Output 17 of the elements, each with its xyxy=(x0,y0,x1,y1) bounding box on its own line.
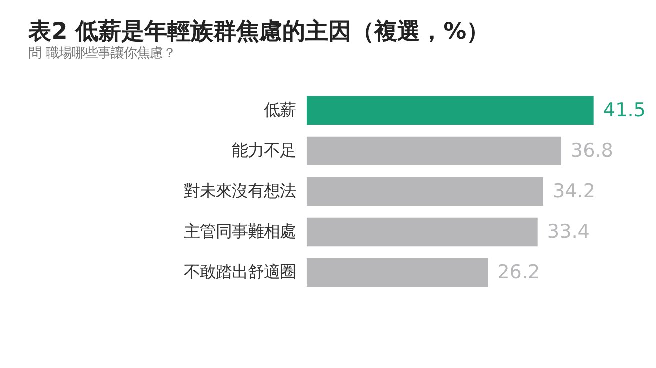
data-label: 34.2 xyxy=(552,179,596,202)
y-tick-label: 能力不足 xyxy=(232,140,296,160)
bar xyxy=(306,258,488,288)
y-tick-label: 不敢踏出舒適圈 xyxy=(184,262,296,282)
data-label: 26.2 xyxy=(498,260,540,284)
data-label: 33.4 xyxy=(547,220,590,244)
y-tick-label: 對未來沒有想法 xyxy=(184,182,296,201)
data-label: 41.5 xyxy=(603,98,646,122)
bar xyxy=(306,177,544,206)
y-tick-label: 低薪 xyxy=(264,100,296,120)
bar xyxy=(306,136,562,166)
bar xyxy=(306,96,594,125)
bar xyxy=(306,218,538,247)
chart-title: 表2 低薪是年輕族群焦慮的主因（複選，%） xyxy=(28,18,490,46)
y-tick-label: 主管同事難相處 xyxy=(184,222,296,242)
text: 問 職場哪些事讓你焦慮？ xyxy=(28,46,176,62)
data-label: 36.8 xyxy=(570,138,614,162)
